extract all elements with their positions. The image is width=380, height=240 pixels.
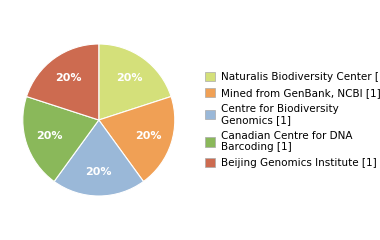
Wedge shape — [99, 44, 171, 120]
Legend: Naturalis Biodiversity Center [1], Mined from GenBank, NCBI [1], Centre for Biod: Naturalis Biodiversity Center [1], Mined… — [203, 70, 380, 170]
Text: 20%: 20% — [86, 167, 112, 177]
Wedge shape — [23, 96, 99, 181]
Wedge shape — [99, 96, 175, 181]
Wedge shape — [54, 120, 144, 196]
Text: 20%: 20% — [116, 73, 142, 83]
Text: 20%: 20% — [36, 131, 63, 141]
Text: 20%: 20% — [55, 73, 82, 83]
Wedge shape — [27, 44, 99, 120]
Text: 20%: 20% — [135, 131, 161, 141]
